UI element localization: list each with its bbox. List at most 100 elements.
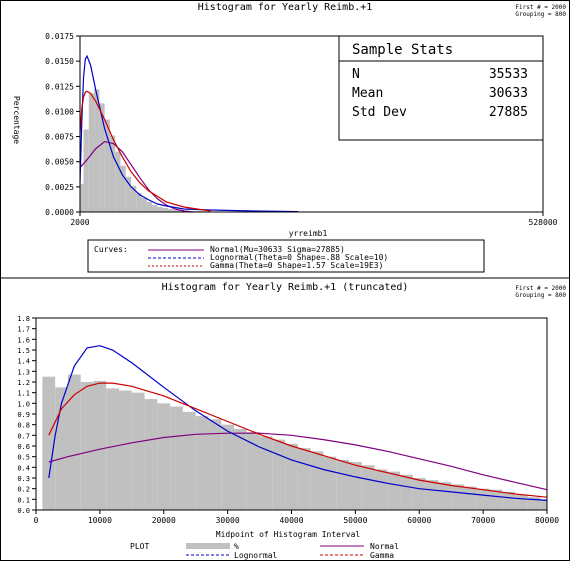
top-panel: Histogram for Yearly Reimb.+1 First # = … bbox=[12, 2, 566, 273]
top-histogram-bars bbox=[80, 89, 248, 212]
bottom-hist-bar bbox=[451, 484, 464, 510]
bottom-panel: Histogram for Yearly Reimb.+1 (truncated… bbox=[17, 282, 566, 560]
top-hist-bar bbox=[141, 197, 147, 212]
bottom-hist-bar bbox=[285, 443, 298, 510]
bottom-xtick-label: 50000 bbox=[343, 516, 367, 525]
top-ylabel: Percentage bbox=[12, 96, 21, 144]
bottom-hist-bar bbox=[144, 399, 158, 510]
bottom-hist-bar bbox=[310, 451, 324, 510]
top-ytick-label: 0.0150 bbox=[45, 57, 74, 66]
top-hist-bar bbox=[173, 209, 179, 212]
stats-std-value: 27885 bbox=[489, 105, 528, 120]
bottom-ytick-label: 1.6 bbox=[17, 336, 30, 344]
bottom-legend-percent: % bbox=[234, 542, 239, 551]
bottom-xtick-label: 40000 bbox=[279, 516, 303, 525]
top-legend-heading: Curves: bbox=[94, 245, 128, 254]
top-hist-bar bbox=[168, 208, 174, 212]
bottom-hist-bar bbox=[412, 478, 426, 510]
top-ytick-label: 0.0175 bbox=[45, 32, 74, 41]
top-hist-bar bbox=[94, 89, 100, 212]
top-xlabel: yrreimb1 bbox=[289, 229, 328, 238]
top-axes: 0.0000 0.0025 0.0050 0.0075 0.0100 0.0125 0.01… bbox=[45, 32, 558, 227]
top-hist-bar bbox=[83, 129, 89, 212]
bottom-ytick-label: 0.6 bbox=[17, 443, 30, 451]
top-hist-bar bbox=[136, 192, 142, 212]
bottom-hist-bar bbox=[106, 388, 120, 510]
bottom-ytick-label: 1.8 bbox=[17, 315, 30, 323]
bottom-legend-heading: PLOT bbox=[130, 542, 149, 551]
bottom-hist-bar bbox=[221, 424, 235, 510]
bottom-ytick-label: 1.4 bbox=[17, 358, 30, 366]
bottom-title: Histogram for Yearly Reimb.+1 (truncated… bbox=[162, 282, 409, 293]
top-hist-bar bbox=[162, 207, 169, 212]
bottom-hist-bar bbox=[400, 474, 413, 510]
top-ytick-label: 0.0000 bbox=[45, 208, 74, 217]
bottom-legend-swatch-percent bbox=[186, 543, 230, 549]
bottom-hist-bar bbox=[119, 390, 132, 510]
bottom-hist-bar bbox=[157, 403, 171, 510]
top-hist-bar bbox=[99, 103, 105, 212]
bottom-hist-bar bbox=[361, 465, 375, 510]
bottom-corner-note-first: First # = 2000 bbox=[515, 285, 566, 292]
bottom-hist-bar bbox=[297, 448, 311, 510]
bottom-legend: PLOT % Normal Lognormal Gamma bbox=[130, 542, 399, 560]
bottom-ytick-label: 1.5 bbox=[17, 347, 30, 355]
bottom-hist-bar bbox=[208, 419, 222, 510]
bottom-hist-bar bbox=[182, 411, 196, 510]
bottom-legend-gamma: Gamma bbox=[370, 551, 394, 560]
bottom-hist-bar bbox=[438, 482, 452, 510]
bottom-xtick-label: 60000 bbox=[407, 516, 431, 525]
top-hist-bar bbox=[194, 210, 200, 212]
bottom-hist-bar bbox=[195, 416, 209, 510]
bottom-hist-bar bbox=[540, 499, 547, 510]
top-xtick-label: 528000 bbox=[529, 218, 558, 227]
top-legend-lognormal: Lognormal(Theta=0 Shape=.88 Scale=10) bbox=[210, 253, 388, 262]
top-ytick-label: 0.0075 bbox=[45, 133, 74, 142]
top-hist-bar bbox=[80, 183, 84, 212]
top-hist-bar bbox=[88, 93, 95, 212]
stats-box-frame bbox=[338, 35, 544, 141]
bottom-ytick-label: 0.0 bbox=[17, 507, 30, 515]
top-ytick-label: 0.0025 bbox=[45, 183, 74, 192]
stats-mean-value: 30633 bbox=[489, 86, 528, 101]
bottom-xtick-label: 80000 bbox=[535, 516, 559, 525]
top-hist-bar bbox=[125, 176, 132, 212]
bottom-ytick-label: 0.4 bbox=[17, 464, 30, 472]
bottom-hist-bar bbox=[234, 428, 247, 510]
top-hist-bar bbox=[115, 151, 121, 212]
top-fitted-curves bbox=[79, 54, 299, 213]
bottom-hist-bar bbox=[374, 469, 388, 510]
bottom-hist-bar bbox=[93, 380, 107, 510]
top-corner-note-first: First # = 2000 bbox=[515, 4, 566, 11]
bottom-ytick-label: 0.8 bbox=[17, 422, 30, 430]
top-legend-normal: Normal(Mu=30633 Sigma=27885) bbox=[210, 245, 345, 254]
stats-title: Sample Stats bbox=[352, 42, 453, 58]
top-xtick-label: 2000 bbox=[70, 218, 89, 227]
top-legend: Curves: Normal(Mu=30633 Sigma=27885) Log… bbox=[87, 239, 485, 273]
bottom-hist-bar bbox=[527, 497, 541, 510]
bottom-hist-bar bbox=[323, 456, 337, 510]
top-legend-frame bbox=[87, 239, 485, 273]
bottom-ytick-label: 0.1 bbox=[17, 496, 30, 504]
bottom-legend-normal: Normal bbox=[370, 542, 399, 551]
bottom-hist-bar bbox=[131, 392, 145, 510]
bottom-curve-normal bbox=[48, 432, 548, 491]
bottom-hist-bar bbox=[67, 374, 81, 510]
top-corner-note-grouping: Grouping = 800 bbox=[515, 11, 566, 18]
bottom-hist-bar bbox=[80, 382, 94, 510]
bottom-ytick-label: 0.2 bbox=[17, 486, 30, 494]
bottom-xtick-label: 0 bbox=[34, 516, 39, 525]
bottom-ytick-label: 1.7 bbox=[17, 326, 30, 334]
bottom-ytick-label: 0.5 bbox=[17, 454, 30, 462]
top-hist-bar bbox=[120, 165, 126, 212]
top-legend-gamma: Gamma(Theta=0 Shape=1.57 Scale=19E3) bbox=[210, 261, 383, 270]
top-hist-bar bbox=[109, 135, 116, 212]
bottom-hist-bar bbox=[272, 439, 286, 510]
bottom-hist-bar bbox=[463, 486, 477, 510]
top-curve-normal bbox=[79, 140, 193, 213]
bottom-hist-bar bbox=[489, 489, 503, 510]
bottom-hist-bar bbox=[425, 480, 439, 510]
stats-n-value: 35533 bbox=[489, 67, 528, 82]
top-hist-bar bbox=[146, 201, 153, 212]
